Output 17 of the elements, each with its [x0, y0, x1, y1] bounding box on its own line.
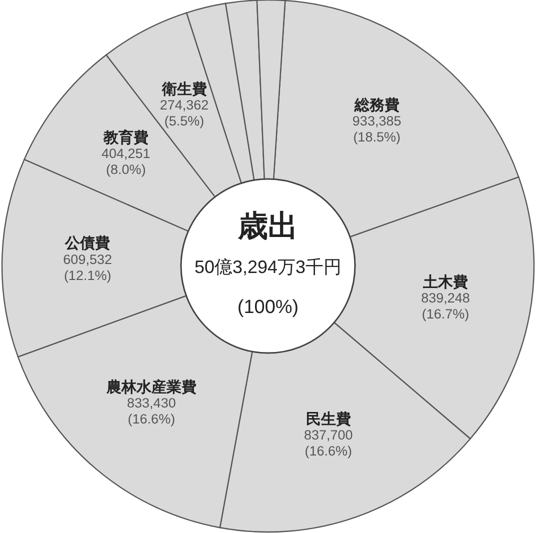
- data-label: 404,251 (8.0%): [102, 146, 150, 178]
- data-label: 274,362 (5.5%): [160, 98, 209, 129]
- slice-label: 農林水産業費: [105, 378, 196, 396]
- data-label: 933,385 (18.5%): [352, 114, 402, 145]
- text: 50億3,294万3千円: [194, 256, 342, 277]
- data-label: 833,430 (16.6%): [127, 395, 176, 426]
- data-label: 837,700 (16.6%): [304, 428, 353, 459]
- slice-label: 民生費: [306, 411, 351, 428]
- text: (100%): [237, 297, 299, 318]
- slice-label: 公債費: [64, 235, 110, 252]
- slice-label: 土木費: [422, 274, 468, 291]
- data-label: 839,248 (16.7%): [421, 290, 470, 322]
- slice-label: 教育費: [102, 128, 148, 147]
- data-label: 609,532 (12.1%): [63, 252, 112, 283]
- text: 歳出: [237, 210, 298, 243]
- slice-label: 衛生費: [160, 81, 207, 98]
- slice-label: 総務費: [353, 96, 400, 114]
